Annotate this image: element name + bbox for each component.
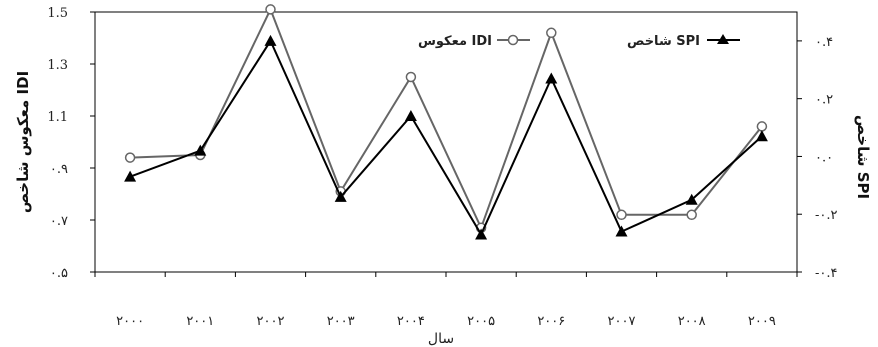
legend-idi-label: معکوس IDI — [418, 34, 492, 49]
left-tick-label: 1.5 — [47, 6, 68, 21]
x-tick-label: ۲۰۰۲ — [257, 314, 285, 329]
right-tick-label: -۰.۴ — [815, 266, 838, 281]
series-layer — [124, 4, 768, 240]
series-line — [129, 38, 763, 237]
x-tick-label: ۲۰۰۵ — [467, 314, 495, 329]
data-point-idi — [686, 209, 697, 221]
plot-frame — [94, 11, 798, 273]
right-tick-label: -۰.۲ — [815, 208, 838, 223]
data-point-spi — [194, 144, 207, 156]
data-point-spi — [404, 110, 417, 121]
data-point-spi — [475, 228, 488, 240]
left-tick-label: 1.3 — [47, 58, 68, 73]
data-point-idi — [265, 4, 276, 15]
x-tick-label: ۲۰۰۴ — [397, 314, 425, 329]
x-tick-label: ۲۰۰۰ — [116, 314, 144, 329]
right-y-axis: -۰.۴ -۰.۲ ۰.۰ ۰.۲ ۰.۴ — [797, 35, 838, 281]
data-point-spi — [685, 193, 698, 205]
legend-idi-marker — [507, 34, 519, 46]
x-axis-title: سال — [428, 331, 454, 347]
data-point-idi — [124, 152, 136, 163]
x-tick-label: ۲۰۰۳ — [327, 314, 355, 329]
data-point-spi — [545, 72, 558, 84]
left-axis-title: معکوس شاخص IDI — [14, 71, 32, 213]
left-tick-label: ۰.۵ — [50, 266, 68, 281]
left-tick-label: ۰.۹ — [50, 162, 68, 177]
x-tick-label: ۲۰۰۱ — [186, 314, 214, 329]
right-tick-label: ۰.۲ — [815, 93, 833, 108]
data-point-spi — [334, 190, 347, 202]
x-tick-label: ۲۰۰۷ — [608, 314, 636, 329]
right-tick-label: ۰.۰ — [815, 150, 833, 165]
x-tick-label: ۲۰۰۹ — [748, 314, 776, 329]
x-tick-label: ۲۰۰۸ — [678, 314, 706, 329]
right-axis-title: شاخص SPI — [854, 115, 872, 199]
left-tick-label: ۰.۷ — [50, 214, 68, 229]
data-point-spi — [264, 34, 277, 46]
data-point-idi — [756, 121, 768, 132]
data-point-idi — [405, 71, 417, 83]
left-y-axis: ۰.۵ ۰.۷ ۰.۹ 1.1 1.3 1.5 — [47, 6, 95, 281]
x-axis: ۲۰۰۰ ۲۰۰۱ ۲۰۰۲ ۲۰۰۳ ۲۰۰۴ ۲۰۰۵ ۲۰۰۶ ۲۰۰۷ ۲۰۰۸ ۲۰۰۹ — [94, 272, 798, 329]
data-point-spi — [755, 130, 768, 142]
x-tick-label: ۲۰۰۶ — [537, 314, 565, 329]
legend: معکوس IDI شاخص SPI — [418, 34, 740, 49]
right-tick-label: ۰.۴ — [815, 35, 833, 50]
data-point-idi — [546, 27, 557, 39]
data-point-spi — [124, 170, 137, 182]
legend-spi-marker — [717, 34, 729, 44]
legend-spi-label: شاخص SPI — [627, 34, 700, 49]
data-point-spi — [615, 225, 628, 237]
left-tick-label: 1.1 — [47, 110, 68, 125]
data-point-idi — [616, 209, 627, 221]
